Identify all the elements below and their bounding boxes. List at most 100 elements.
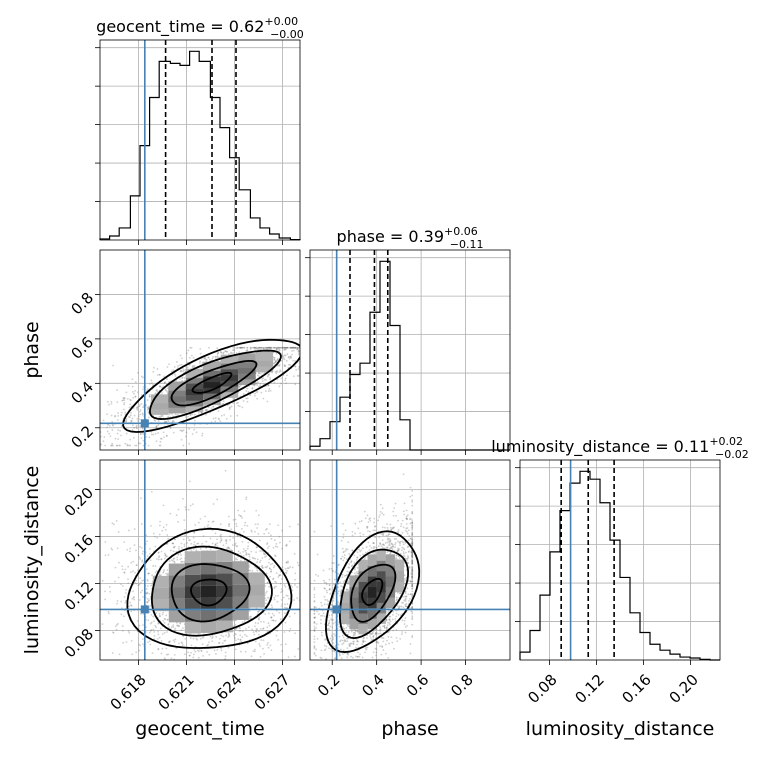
sample-point — [193, 428, 196, 431]
sample-point — [261, 564, 264, 567]
sample-point — [257, 622, 260, 625]
sample-point — [89, 402, 91, 404]
sample-point — [193, 653, 195, 656]
sample-point — [316, 516, 318, 518]
sample-point — [343, 550, 345, 553]
sample-point — [130, 604, 133, 607]
sample-point — [239, 627, 241, 630]
sample-point — [121, 568, 124, 571]
sample-point — [227, 353, 230, 355]
sample-point — [130, 561, 133, 564]
sample-point — [135, 564, 138, 567]
sample-point — [236, 346, 239, 349]
sample-point — [202, 636, 204, 639]
sample-point — [286, 603, 289, 605]
sample-point — [277, 346, 280, 349]
sample-point — [232, 397, 235, 400]
sample-point — [197, 656, 200, 659]
sample-point — [304, 347, 306, 349]
contour-line — [126, 527, 293, 649]
sample-point — [148, 599, 150, 602]
sample-point — [323, 379, 325, 381]
density-cell — [152, 599, 169, 612]
density-cell — [220, 366, 239, 376]
sample-point — [266, 346, 269, 349]
sample-point — [300, 575, 302, 577]
sample-point — [114, 437, 117, 440]
sample-point — [313, 610, 316, 612]
sample-point — [313, 351, 315, 353]
sample-point — [111, 652, 114, 654]
sample-point — [406, 518, 409, 521]
sample-point — [343, 640, 346, 643]
sample-point — [235, 347, 238, 350]
sample-point — [216, 648, 219, 651]
sample-point — [356, 628, 359, 631]
sample-point — [168, 665, 170, 667]
sample-point — [307, 354, 309, 356]
sample-point — [290, 346, 293, 349]
sample-point — [123, 397, 125, 400]
sample-point — [148, 640, 151, 643]
sample-point — [234, 544, 236, 546]
sample-point — [245, 397, 248, 400]
sample-point — [216, 498, 219, 501]
sample-point — [270, 649, 273, 652]
sample-point — [260, 346, 262, 349]
sample-point — [158, 524, 161, 527]
sample-point — [264, 556, 266, 558]
sample-point — [161, 415, 164, 418]
sample-point — [262, 566, 264, 569]
sample-point — [297, 349, 300, 352]
sample-point — [281, 346, 283, 349]
sample-point — [159, 627, 162, 630]
sample-point — [166, 378, 168, 380]
sample-point — [303, 347, 305, 349]
sample-point — [246, 349, 249, 351]
sample-point — [193, 541, 196, 543]
sample-point — [301, 347, 303, 349]
sample-point — [211, 636, 214, 638]
sample-point — [305, 347, 307, 349]
sample-point — [270, 616, 273, 619]
sample-point — [183, 369, 185, 372]
sample-point — [291, 346, 293, 349]
sample-point — [224, 350, 227, 352]
sample-point — [322, 347, 324, 349]
sample-point — [135, 582, 138, 585]
sample-point — [106, 400, 109, 403]
sample-point — [129, 547, 132, 550]
sample-point — [140, 437, 143, 439]
sample-point — [260, 639, 263, 641]
sample-point — [235, 352, 238, 354]
sample-point — [259, 539, 261, 542]
sample-point — [248, 564, 251, 566]
sample-point — [410, 575, 413, 578]
sample-point — [119, 429, 122, 432]
sample-point — [280, 578, 283, 580]
sample-point — [296, 561, 299, 564]
sample-point — [266, 630, 269, 633]
sample-point — [236, 545, 239, 547]
sample-point — [266, 346, 269, 349]
sample-point — [375, 641, 378, 644]
sample-point — [351, 687, 353, 689]
sample-point — [228, 407, 231, 409]
sample-point — [282, 568, 285, 571]
density-cell — [168, 381, 186, 391]
sample-point — [133, 426, 135, 429]
sample-point — [293, 553, 296, 555]
sample-point — [227, 646, 230, 649]
sample-point — [115, 519, 118, 522]
sample-point — [117, 419, 119, 421]
sample-point — [132, 596, 135, 599]
sample-point — [241, 346, 244, 349]
sample-point — [187, 651, 189, 654]
sample-point — [243, 620, 246, 622]
sample-point — [241, 621, 244, 623]
sample-point — [266, 346, 269, 349]
sample-point — [115, 628, 118, 631]
sample-point — [172, 415, 174, 418]
sample-point — [196, 542, 199, 545]
sample-point — [223, 414, 226, 416]
